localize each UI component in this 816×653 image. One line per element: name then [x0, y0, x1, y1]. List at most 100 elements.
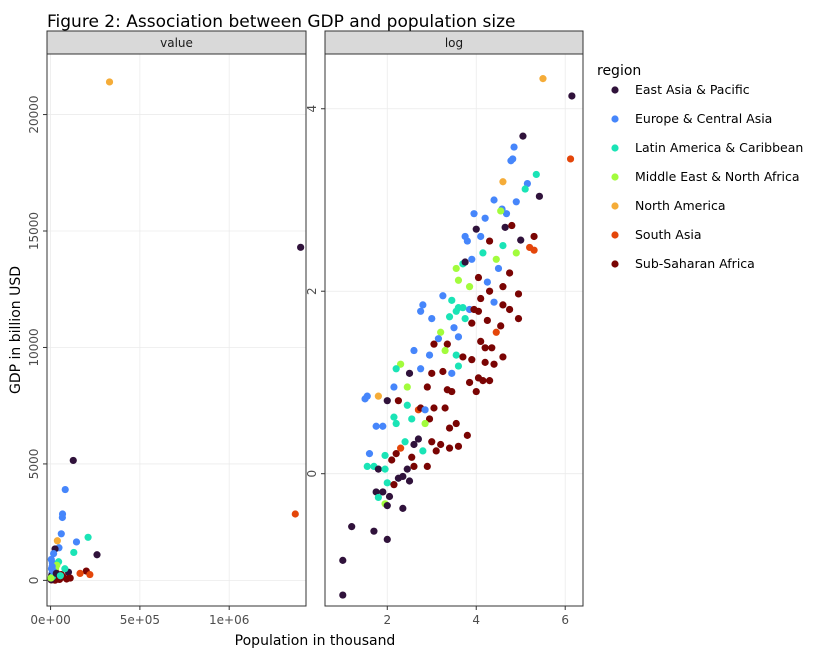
data-point — [481, 344, 489, 352]
x-axis-title: Population in thousand — [235, 633, 396, 649]
data-point — [499, 283, 507, 291]
data-point — [530, 246, 538, 254]
data-point — [84, 533, 92, 541]
legend-key — [611, 115, 619, 123]
ticks-value: 0e+00 5e+05 1e+06 0 5000 10000 15000 20000 — [27, 95, 249, 627]
data-point — [414, 435, 423, 443]
data-point — [506, 305, 514, 314]
data-point — [514, 314, 523, 323]
data-point — [443, 340, 451, 348]
data-point — [470, 210, 478, 218]
data-point — [419, 447, 427, 455]
data-point — [499, 178, 507, 186]
y-tick-label: 4 — [305, 105, 319, 113]
data-point — [445, 444, 454, 452]
data-point — [425, 415, 434, 423]
legend-label: South Asia — [635, 227, 702, 242]
y-axis-title: GDP in billion USD — [8, 266, 24, 394]
data-point — [477, 294, 485, 303]
legend-label: Middle East & North Africa — [635, 169, 800, 184]
data-point — [497, 207, 505, 215]
x-tick-label: 0e+00 — [30, 613, 70, 627]
data-point — [379, 488, 387, 496]
data-point — [434, 335, 443, 343]
legend-key — [611, 202, 619, 210]
data-point — [383, 479, 391, 487]
data-point — [448, 296, 456, 304]
data-point — [499, 242, 507, 250]
data-point — [452, 419, 460, 428]
data-point — [348, 523, 356, 531]
x-tick-label: 4 — [472, 613, 480, 627]
legend: region East Asia & Pacific Europe & Centr… — [597, 63, 803, 271]
data-point — [56, 572, 64, 580]
data-point — [502, 210, 511, 218]
data-point — [459, 353, 467, 361]
data-point — [397, 360, 405, 368]
y-tick-label: 10000 — [27, 328, 41, 366]
data-point — [381, 451, 389, 460]
data-point — [454, 333, 463, 341]
data-point — [399, 504, 407, 512]
data-point — [388, 456, 396, 464]
data-point — [430, 340, 438, 348]
data-point — [454, 276, 463, 284]
data-point — [365, 450, 374, 458]
data-point — [428, 369, 436, 377]
data-point — [448, 369, 456, 377]
panel-log: log 2 4 6 0 2 4 — [305, 30, 584, 627]
legend-label: North America — [635, 198, 726, 213]
data-point — [394, 397, 402, 405]
data-point — [392, 450, 400, 458]
data-point — [47, 574, 55, 582]
data-point — [72, 538, 81, 546]
data-point — [421, 406, 429, 414]
data-point — [408, 415, 416, 423]
panel-border-value — [46, 53, 307, 607]
data-point — [472, 387, 480, 396]
data-point — [70, 548, 78, 557]
data-point — [465, 283, 474, 291]
data-point — [568, 92, 576, 100]
legend-key — [611, 260, 619, 268]
data-point — [459, 304, 467, 312]
data-point — [423, 462, 431, 471]
data-point — [479, 377, 487, 385]
legend-label: Sub-Saharan Africa — [635, 256, 755, 271]
data-point — [48, 562, 56, 571]
data-point — [477, 337, 485, 346]
data-point — [410, 440, 418, 449]
y-tick-label: 15000 — [27, 212, 41, 250]
data-point — [485, 237, 494, 245]
data-point — [452, 351, 460, 359]
data-point — [410, 346, 418, 355]
chart-title: Figure 2: Association between GDP and po… — [47, 12, 516, 32]
data-point — [535, 192, 544, 200]
x-tick-label: 6 — [561, 613, 569, 627]
legend-key — [611, 173, 619, 181]
data-point — [477, 232, 485, 241]
data-point — [383, 502, 391, 510]
data-point — [428, 314, 436, 323]
data-point — [490, 360, 498, 368]
y-tick-label: 2 — [305, 287, 319, 295]
data-point — [390, 481, 398, 489]
data-point — [408, 453, 416, 461]
data-point — [499, 353, 507, 361]
y-tick-label: 5000 — [27, 449, 41, 480]
data-point — [432, 447, 440, 455]
data-point — [523, 179, 531, 188]
data-point — [461, 258, 469, 266]
data-point — [483, 316, 491, 325]
data-point — [86, 570, 94, 579]
data-point — [494, 264, 503, 273]
data-point — [468, 356, 476, 364]
ticks-log: 2 4 6 0 2 4 — [305, 105, 569, 627]
data-point — [379, 422, 387, 430]
legend-title: region — [597, 63, 641, 79]
data-point — [488, 344, 496, 352]
data-point — [93, 551, 101, 559]
panel-value: value 0e+00 5e+05 1e+06 0 5000 10000 15000 2000… — [27, 30, 307, 627]
data-point — [508, 221, 516, 230]
x-tick-label: 5e+05 — [120, 613, 160, 627]
